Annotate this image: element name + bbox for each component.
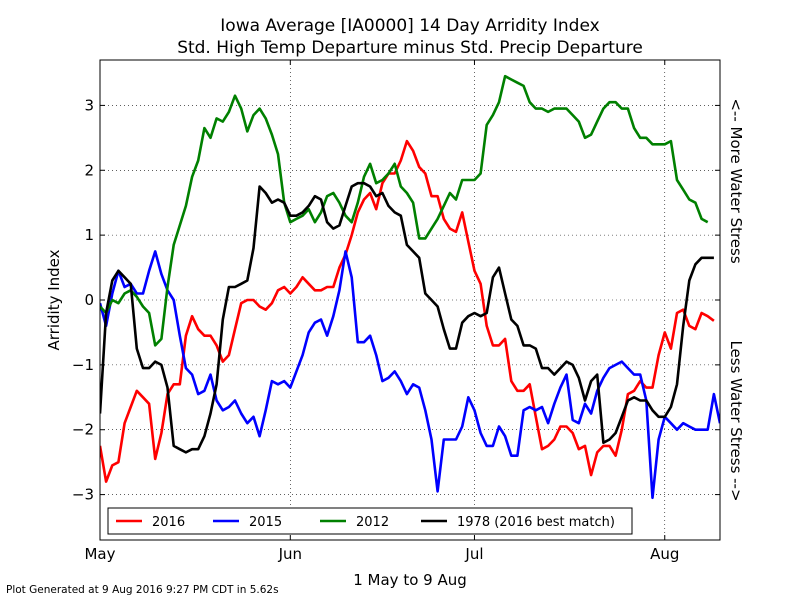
y-tick-label: 1 [84, 226, 94, 244]
series-line-1 [100, 139, 715, 483]
y-tick-label: 3 [84, 96, 94, 114]
right-label-less-stress: Less Water Stress --> [727, 340, 745, 501]
y-tick-label: −2 [72, 421, 94, 439]
chart-subtitle: Std. High Temp Departure minus Std. Prec… [177, 38, 643, 58]
legend-box [107, 507, 633, 535]
y-axis-label: Arridity Index [45, 249, 63, 350]
right-label-more-stress: <-- More Water Stress [727, 98, 745, 264]
y-tick-label: −3 [72, 486, 94, 504]
legend-label-3: 2012 [356, 515, 389, 530]
series-line-2 [100, 250, 720, 500]
x-axis-label: 1 May to 9 Aug [353, 571, 467, 589]
plot-generated-footer: Plot Generated at 9 Aug 2016 9:27 PM CDT… [6, 584, 279, 596]
x-tick-label: Jun [278, 545, 302, 563]
legend-label-2: 2015 [249, 515, 282, 530]
x-tick-label: Aug [650, 545, 679, 563]
series-line-4 [100, 181, 714, 454]
y-tick-label: 2 [84, 161, 94, 179]
y-tick-label: 0 [84, 291, 94, 309]
chart-title: Iowa Average [IA0000] 14 Day Arridity In… [220, 16, 599, 36]
series-line-3 [100, 74, 709, 347]
y-tick-label: −1 [72, 356, 94, 374]
plot-area: May Jun Jul Aug 3 2 1 0 −1 −2 −3 2016 2015 2012 1978 (… [72, 59, 721, 563]
x-tick-label: Jul [464, 545, 483, 563]
legend-label-4: 1978 (2016 best match) [457, 515, 615, 530]
legend-label-1: 2016 [152, 515, 185, 530]
x-tick-label: May [84, 545, 115, 563]
